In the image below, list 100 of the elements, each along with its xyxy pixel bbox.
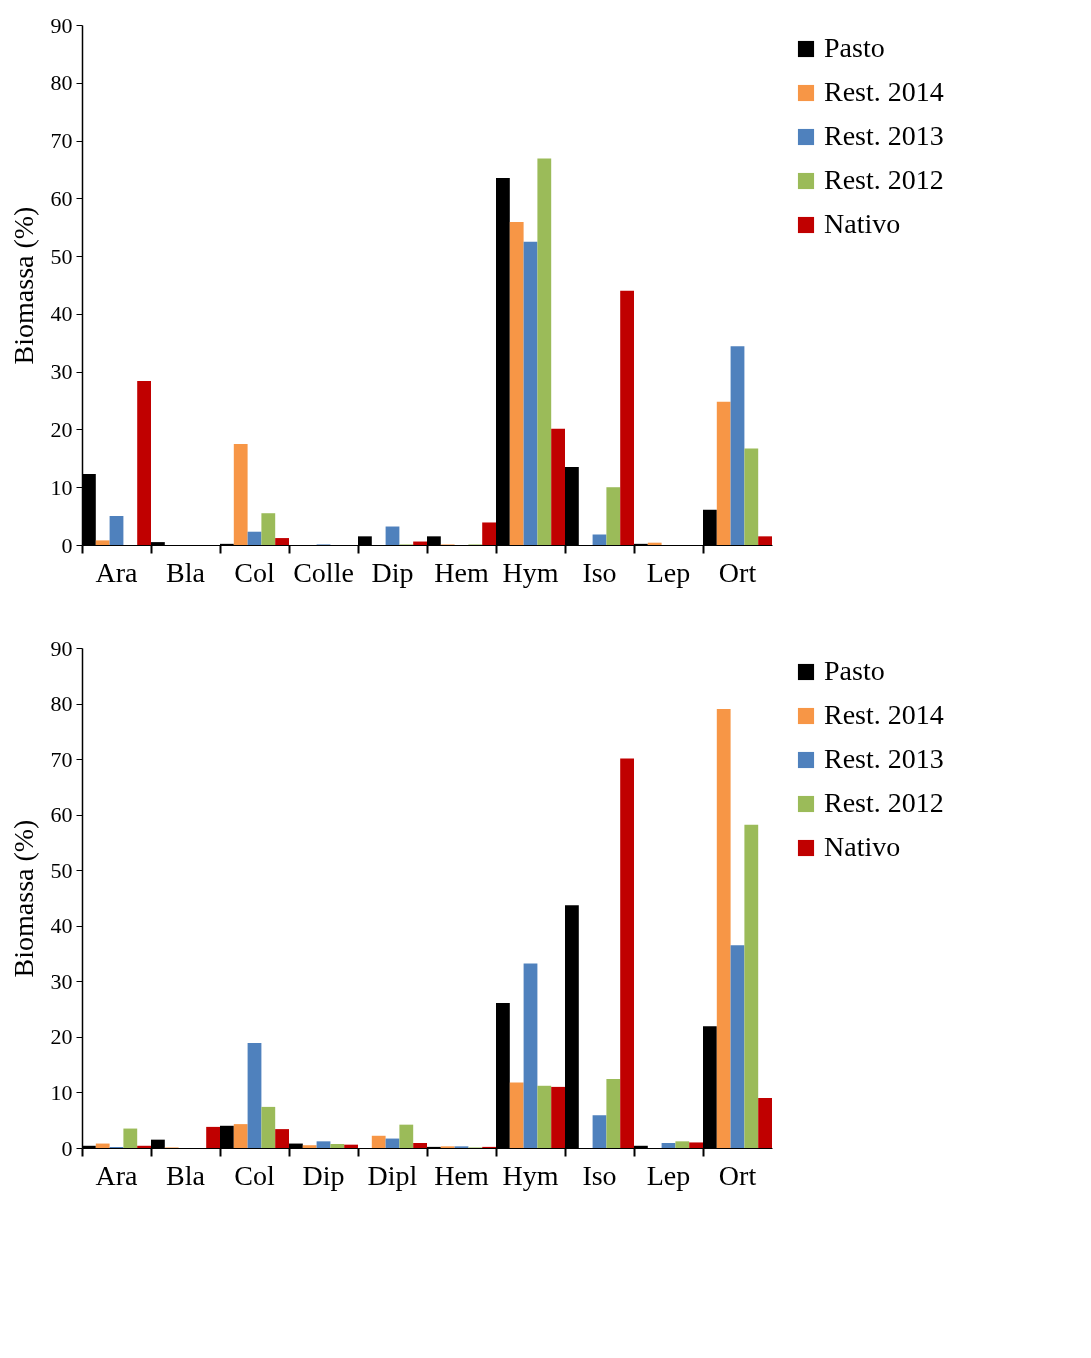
legend-label: Pasto — [824, 32, 885, 63]
bar — [399, 1124, 414, 1148]
bar — [233, 1124, 248, 1148]
x-tick-label: Ort — [718, 1159, 757, 1191]
bar — [137, 380, 151, 545]
bar — [689, 1142, 703, 1148]
bar — [261, 1106, 276, 1148]
bar — [95, 540, 110, 545]
x-tick-label: Hym — [502, 556, 559, 588]
bar — [716, 401, 731, 545]
x-tick-label: Col — [234, 556, 275, 588]
legend-label: Nativo — [824, 208, 901, 239]
x-tick-label: Iso — [582, 556, 617, 588]
bar — [385, 526, 400, 545]
bar — [661, 1143, 676, 1148]
x-tick-label: Ara — [95, 556, 139, 588]
bar — [371, 1135, 386, 1148]
bar — [537, 158, 552, 545]
bar — [523, 963, 538, 1148]
x-tick-label: Dip — [302, 1159, 345, 1191]
bar — [302, 1145, 317, 1148]
y-tick-label: 60 — [50, 185, 73, 211]
y-tick-label: 90 — [50, 635, 73, 661]
y-tick-label: 0 — [61, 1135, 73, 1161]
bar — [606, 487, 621, 545]
bar — [620, 758, 634, 1148]
bar — [261, 513, 276, 545]
x-tick-label: Colle — [293, 556, 354, 588]
x-tick-label: Ort — [718, 556, 757, 588]
bar — [551, 1086, 565, 1148]
y-tick-label: 50 — [50, 857, 73, 883]
bar — [206, 1126, 220, 1148]
bar — [330, 1144, 345, 1148]
y-tick-label: 30 — [50, 968, 73, 994]
bar — [675, 1141, 690, 1148]
y-tick-label: 40 — [50, 301, 73, 327]
y-tick-label: 0 — [61, 532, 73, 558]
bar — [758, 1098, 772, 1148]
bar — [123, 1128, 138, 1148]
bar — [233, 443, 248, 545]
x-tick-label: Hym — [502, 1159, 559, 1191]
bar — [316, 1141, 331, 1148]
bar — [620, 290, 634, 545]
bar — [247, 1043, 262, 1148]
bar — [275, 1129, 289, 1148]
bar — [606, 1079, 621, 1148]
bar — [523, 241, 538, 545]
y-tick-label: 40 — [50, 913, 73, 939]
bar — [537, 1085, 552, 1148]
bar — [744, 448, 759, 545]
y-tick-label: 80 — [50, 691, 73, 717]
y-tick-label: 10 — [50, 1079, 73, 1105]
legend-label: Pasto — [824, 655, 885, 686]
bar — [730, 945, 745, 1148]
bar — [385, 1138, 400, 1148]
y-tick-label: 20 — [50, 416, 73, 442]
x-tick-label: Dip — [371, 556, 414, 588]
bar — [758, 536, 772, 545]
x-tick-label: Hem — [434, 1159, 489, 1191]
bar — [551, 428, 565, 545]
legend-label: Rest. 2012 — [824, 787, 944, 818]
y-tick-label: 70 — [50, 746, 73, 772]
y-tick-label: 80 — [50, 70, 73, 96]
bar — [95, 1143, 110, 1148]
bar — [275, 538, 289, 545]
y-tick-label: 10 — [50, 474, 73, 500]
x-tick-label: Lep — [646, 556, 691, 588]
legend-label: Rest. 2013 — [824, 120, 944, 151]
y-tick-label: 50 — [50, 243, 73, 269]
x-tick-label: Iso — [582, 1159, 617, 1191]
bar — [413, 1143, 427, 1148]
legend-label: Nativo — [824, 831, 901, 862]
y-tick-label: 70 — [50, 128, 73, 154]
bar — [592, 1115, 607, 1148]
legend-label: Rest. 2013 — [824, 743, 944, 774]
y-axis-title: Biomassa (%) — [7, 819, 39, 978]
bar — [482, 522, 496, 545]
legend-label: Rest. 2014 — [824, 699, 944, 730]
y-tick-label: 30 — [50, 359, 73, 385]
bar — [247, 531, 262, 545]
bar — [109, 516, 124, 545]
x-tick-label: Bla — [166, 1159, 206, 1191]
y-tick-label: 60 — [50, 802, 73, 828]
bar — [744, 824, 759, 1148]
x-tick-label: Bla — [166, 556, 206, 588]
bar — [592, 534, 607, 545]
bar — [344, 1144, 358, 1148]
legend-label: Rest. 2014 — [824, 76, 944, 107]
y-tick-label: 90 — [50, 12, 73, 38]
bar — [716, 709, 731, 1148]
x-tick-label: Hem — [434, 556, 489, 588]
bar — [730, 346, 745, 545]
y-tick-label: 20 — [50, 1024, 73, 1050]
legend-label: Rest. 2012 — [824, 164, 944, 195]
y-axis-title: Biomassa (%) — [7, 206, 39, 365]
x-tick-label: Col — [234, 1159, 275, 1191]
x-tick-label: Lep — [646, 1159, 691, 1191]
bar — [509, 222, 524, 545]
bar — [509, 1082, 524, 1148]
x-tick-label: Dipl — [367, 1159, 418, 1191]
